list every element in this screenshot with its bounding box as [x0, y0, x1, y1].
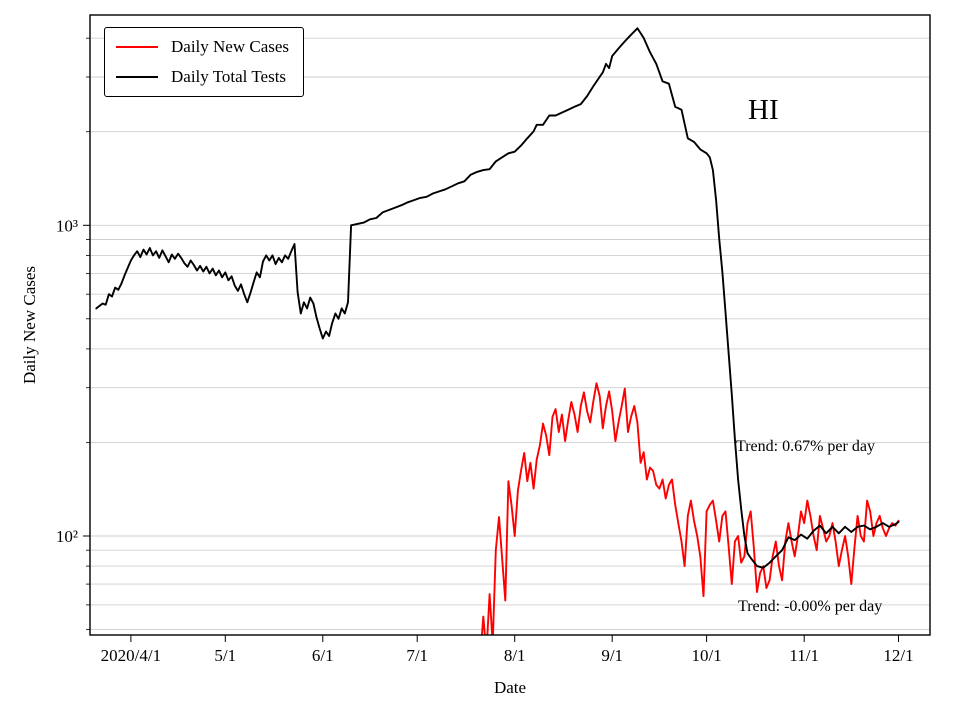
legend-line-sample-tests	[116, 75, 158, 79]
legend: Daily New Cases Daily Total Tests	[104, 27, 305, 97]
x-axis-label: Date	[493, 678, 527, 697]
svg-text:6/1: 6/1	[312, 646, 334, 665]
tests-trend-annotation: Trend: 0.67% per day	[736, 438, 875, 455]
legend-line-sample-cases	[116, 45, 158, 49]
legend-item-daily-total-tests: Daily Total Tests	[116, 67, 289, 87]
svg-text:12/1: 12/1	[883, 646, 913, 665]
legend-item-daily-new-cases: Daily New Cases	[116, 37, 289, 57]
legend-label-daily-total-tests: Daily Total Tests	[171, 67, 287, 86]
y-axis-label: Daily New Cases	[20, 265, 39, 385]
svg-text:10³: 10³	[56, 216, 78, 235]
svg-text:10²: 10²	[56, 527, 78, 546]
svg-text:10/1: 10/1	[691, 646, 721, 665]
cases-trend-annotation: Trend: -0.00% per day	[738, 598, 883, 615]
legend-label-daily-new-cases: Daily New Cases	[171, 37, 290, 56]
svg-text:9/1: 9/1	[601, 646, 623, 665]
svg-text:7/1: 7/1	[406, 646, 428, 665]
svg-text:8/1: 8/1	[504, 646, 526, 665]
svg-text:11/1: 11/1	[789, 646, 819, 665]
svg-text:2020/4/1: 2020/4/1	[101, 646, 161, 665]
svg-text:5/1: 5/1	[214, 646, 236, 665]
state-code-annotation: HI	[748, 94, 779, 126]
